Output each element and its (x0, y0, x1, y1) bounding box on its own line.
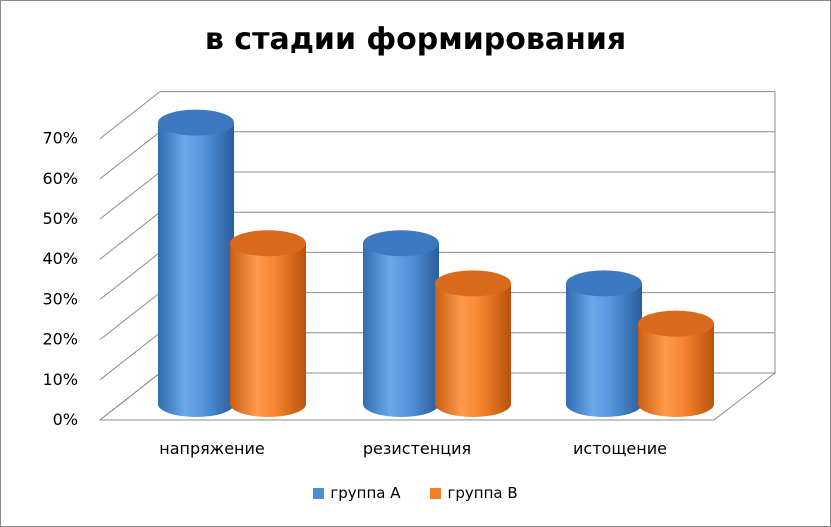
bar-top (435, 270, 511, 297)
bar-body (435, 283, 511, 417)
bar-body (566, 283, 642, 417)
legend-swatch-series-1 (313, 487, 325, 499)
legend-item-series-2: группа В (430, 484, 518, 502)
bar-body (230, 243, 306, 417)
bar-body (158, 122, 234, 417)
legend-item-series-1: группа А (313, 484, 400, 502)
y-tick-label: 60% (42, 169, 78, 188)
bar-top (566, 270, 642, 297)
legend-label-series-1: группа А (330, 484, 401, 502)
gridline-side (99, 211, 161, 260)
bar (435, 270, 511, 417)
y-tick-label: 70% (42, 129, 78, 148)
legend-label-series-2: группа В (447, 484, 518, 502)
chart-legend: группа А группа В (0, 484, 831, 502)
x-category-label: истощение (573, 439, 667, 458)
bar (566, 270, 642, 417)
gridline-side (99, 171, 161, 220)
y-tick-label: 30% (42, 289, 78, 308)
chart-title: в стадии формирования (204, 22, 627, 57)
y-tick-label: 0% (53, 410, 78, 429)
bar (363, 230, 439, 417)
x-category-label: резистенция (363, 439, 471, 458)
bar-top (363, 230, 439, 257)
bar (158, 109, 234, 417)
x-category-label: напряжение (159, 439, 264, 458)
gridline-side (99, 292, 161, 340)
y-tick-label: 20% (42, 330, 78, 349)
y-tick-label: 50% (42, 209, 78, 228)
y-tick-label: 10% (42, 370, 78, 389)
gridline-side (99, 131, 161, 180)
gridline-side (99, 332, 161, 381)
bar-top (158, 109, 234, 136)
gridline-side (99, 91, 161, 139)
y-tick-label: 40% (42, 249, 78, 268)
legend-swatch-series-2 (430, 487, 442, 499)
bar-body (363, 243, 439, 417)
bar-top (230, 230, 306, 257)
bar (230, 230, 306, 417)
bar-body (638, 323, 714, 417)
gridline-side (99, 372, 161, 421)
gridline-side (99, 252, 161, 300)
bar (638, 310, 714, 417)
bar-top (638, 310, 714, 337)
